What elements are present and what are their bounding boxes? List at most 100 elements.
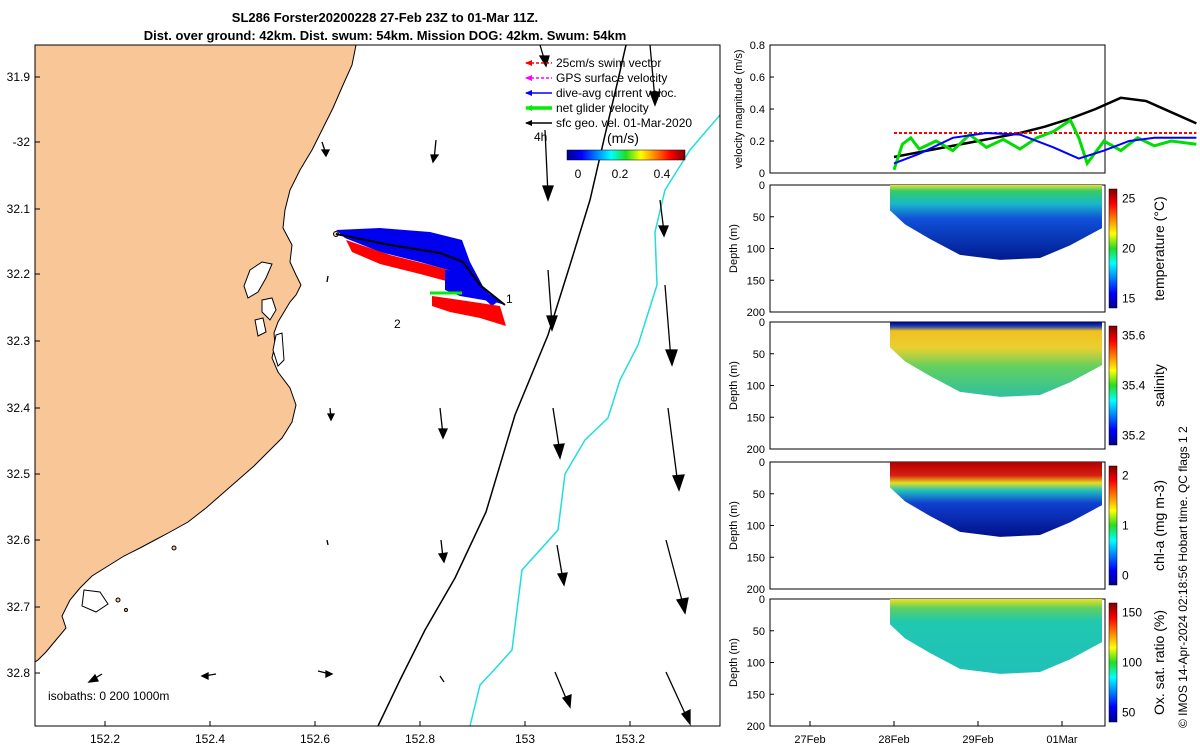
section-heatmap [890, 462, 1102, 537]
map-y-tick-label: 32.2 [7, 267, 31, 281]
legend-label: 25cm/s swim vector [556, 56, 661, 70]
map-y-tick-label: 32.6 [7, 533, 31, 547]
section-heatmap [890, 599, 1102, 674]
depth-tick-label: 150 [747, 412, 765, 424]
map-y-tick-label: 32.4 [7, 401, 31, 415]
velocity-ylabel: velocity magnitude (m/s) [733, 49, 745, 168]
legend-arrowhead [525, 90, 532, 96]
velocity-panel: 0 0.2 0.4 0.6 0.8 velocity magnitude (m/s) [733, 40, 1197, 180]
depth-tick-label: 150 [747, 275, 765, 287]
section-colorbar [1108, 465, 1118, 586]
colorbar-unit: (m/s) [607, 130, 639, 146]
velocity-y-tick-label: 0.6 [750, 72, 765, 84]
legend-arrowhead [525, 75, 532, 81]
map-x-tick-label: 152.2 [90, 732, 120, 746]
colorbar-tick-label: 20 [1122, 242, 1136, 256]
velocity-y-tick-label: 0 [759, 168, 765, 180]
legend-label: GPS surface velocity [556, 71, 667, 85]
colorbar-tick-label: 150 [1122, 606, 1142, 620]
map-y-tick-label: 31.9 [7, 70, 31, 84]
section-panel: 0 50 100 150 200 Depth (m) 50 100 150 Ox. sat. ra… [728, 594, 1167, 733]
map-y-tick-label: -32 [13, 135, 31, 149]
colorbar-tick-label: 0 [1122, 568, 1129, 582]
colorbar-tick-label: 100 [1122, 656, 1142, 670]
chart-title-line-1: SL286 Forster20200228 27-Feb 23Z to 01-M… [231, 10, 539, 25]
colorbar-tick-label: 2 [1122, 469, 1129, 483]
isobath-200m [377, 45, 627, 726]
velocity-y-tick-label: 0.2 [750, 136, 765, 148]
velocity-y-tick-label: 0.4 [750, 104, 765, 116]
legend-label: sfc geo. vel. 01-Mar-2020 [556, 116, 692, 130]
colorbar-tick-label: 50 [1122, 705, 1136, 719]
depth-tick-label: 200 [747, 584, 765, 596]
section-colorbar-label: salinity [1151, 364, 1167, 407]
velocity-series-line [893, 131, 1197, 165]
date-tick-label: 27Feb [794, 734, 825, 746]
colorbar-tick-label: 0 [575, 167, 582, 181]
section-colorbar [1108, 325, 1118, 446]
depth-label: Depth (m) [728, 501, 740, 550]
map-x-tick-label: 153 [515, 732, 535, 746]
section-heatmap [890, 185, 1102, 260]
depth-tick-label: 0 [759, 594, 765, 606]
depth-tick-label: 100 [747, 521, 765, 533]
section-heatmap [890, 322, 1102, 397]
day2-label: 2 [394, 317, 401, 331]
legend-label: net glider velocity [556, 101, 649, 115]
velocity-y-tick-label: 0.8 [750, 40, 765, 52]
map-y-tick-label: 32.3 [7, 334, 31, 348]
map-y-tick-label: 32.5 [7, 467, 31, 481]
depth-tick-label: 150 [747, 552, 765, 564]
map-x-tick-label: 152.4 [195, 732, 225, 746]
legend-arrowhead [525, 105, 532, 111]
colorbar-tick-label: 35.4 [1122, 379, 1146, 393]
map-x-tick-label: 152.8 [405, 732, 435, 746]
map-x-axis: 152.2 152.4 152.6 152.8 153 153.2 [90, 721, 645, 746]
depth-tick-label: 200 [747, 307, 765, 319]
section-panel: 0 50 100 150 200 Depth (m) 35.2 35.4 35.6 salinit… [728, 317, 1167, 456]
colorbar-ticks: 0 0.2 0.4 [575, 167, 671, 181]
start-hours-label: 4h [534, 130, 547, 144]
depth-label: Depth (m) [728, 224, 740, 273]
date-tick-label: 29Feb [962, 734, 993, 746]
section-panel: 0 50 100 150 200 Depth (m) 15 20 25 temperature (… [728, 180, 1167, 319]
credit-text: © IMOS 14-Apr-2024 02:18:56 Hobart time.… [1176, 426, 1190, 728]
isobaths-label: isobaths: 0 200 1000m [48, 689, 169, 703]
depth-label: Depth (m) [728, 361, 740, 410]
depth-tick-label: 0 [759, 317, 765, 329]
section-colorbar-label: temperature (°C) [1151, 196, 1167, 300]
depth-tick-label: 200 [747, 444, 765, 456]
depth-tick-label: 50 [753, 626, 765, 638]
map-x-tick-label: 152.6 [300, 732, 330, 746]
glider-track [335, 228, 506, 326]
depth-tick-label: 50 [753, 349, 765, 361]
colorbar-tick-label: 25 [1122, 192, 1136, 206]
map-y-axis: 31.9 -32 32.1 32.2 32.3 32.4 32.5 32.6 32.7 32.8 [7, 70, 40, 680]
map-y-tick-label: 32.8 [7, 666, 31, 680]
depth-tick-label: 0 [759, 457, 765, 469]
colorbar-tick-label: 15 [1122, 291, 1136, 305]
depth-tick-label: 50 [753, 212, 765, 224]
date-tick-label: 28Feb [878, 734, 909, 746]
colorbar-tick-label: 0.2 [612, 167, 629, 181]
map-y-tick-label: 32.7 [7, 600, 31, 614]
map-x-tick-label: 153.2 [615, 732, 645, 746]
legend-arrowhead [525, 60, 532, 66]
legend-label: dive-avg current veloc. [556, 86, 677, 100]
section-colorbar-label: Ox. sat. ratio (%) [1151, 610, 1167, 715]
legend-arrowhead [525, 120, 532, 126]
date-tick-label: 01Mar [1046, 734, 1078, 746]
section-colorbar [1108, 188, 1118, 309]
chart-title-line-2: Dist. over ground: 42km. Dist. swum: 54k… [143, 28, 627, 43]
section-panel: 0 50 100 150 200 Depth (m) 0 1 2 chl-a (mg m-3) [728, 457, 1167, 596]
depth-tick-label: 100 [747, 381, 765, 393]
depth-tick-label: 200 [747, 721, 765, 733]
land-mass [35, 45, 357, 663]
velocity-series-line [892, 117, 1197, 171]
velocity-frame [769, 44, 1106, 174]
depth-tick-label: 0 [759, 180, 765, 192]
colorbar-tick-label: 0.4 [654, 167, 671, 181]
